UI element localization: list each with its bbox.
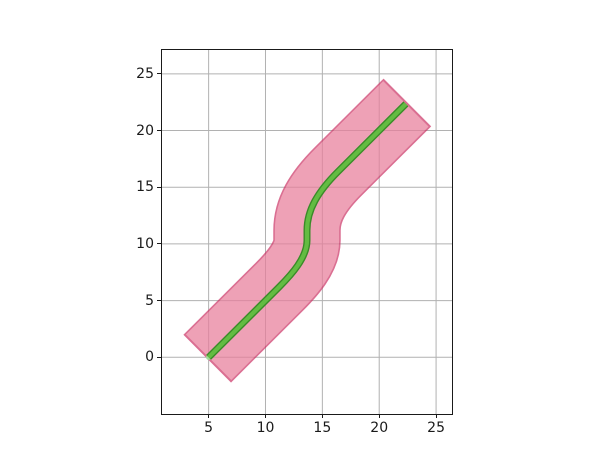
y-tick-mark [157, 243, 161, 245]
x-tick-label: 5 [204, 420, 214, 436]
x-tick-mark [208, 414, 210, 418]
y-tick-label: 10 [136, 235, 154, 252]
y-tick-mark [157, 356, 161, 358]
y-tick-label: 0 [145, 349, 154, 366]
y-tick-label: 20 [136, 122, 154, 139]
x-tick-label: 10 [256, 420, 275, 436]
y-tick-label: 15 [136, 179, 154, 196]
x-tick-label: 20 [370, 420, 389, 436]
y-tick-label: 25 [136, 65, 154, 82]
road-chart [162, 50, 452, 414]
x-tick-mark [264, 414, 266, 418]
plot-area [161, 49, 453, 415]
x-tick-mark [435, 414, 437, 418]
x-tick-label: 25 [427, 420, 445, 436]
y-tick-mark [157, 186, 161, 188]
y-tick-label: 5 [145, 292, 154, 309]
y-tick-mark [157, 300, 161, 302]
x-tick-mark [378, 414, 380, 418]
y-tick-mark [157, 73, 161, 75]
centerline [207, 102, 408, 359]
y-tick-mark [157, 130, 161, 131]
x-tick-mark [321, 414, 323, 418]
x-tick-label: 15 [313, 420, 332, 436]
